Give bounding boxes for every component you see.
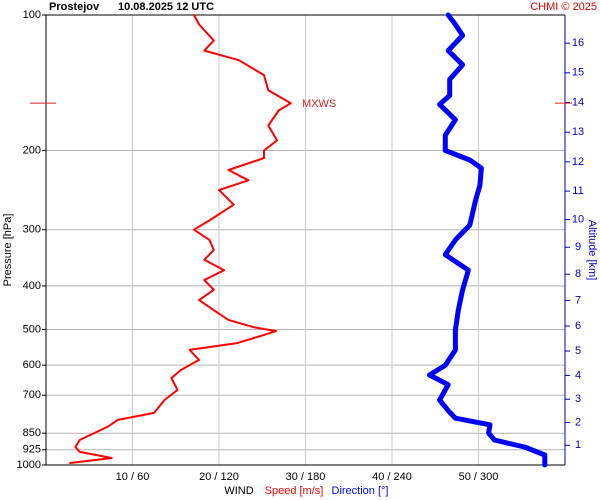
y2-tick-label: 9 [575, 241, 581, 253]
y-tick-label: 400 [23, 280, 41, 292]
y2-tick-label: 3 [575, 393, 581, 405]
y-tick-label: 600 [23, 359, 41, 371]
x-tick-label: 10 / 60 [116, 471, 150, 483]
legend-entry: Direction [°] [332, 485, 389, 497]
y-tick-label: 300 [23, 224, 41, 236]
y2-tick-label: 12 [572, 156, 584, 168]
annotation-label: MXWS [302, 98, 336, 110]
y2-tick-label: 2 [575, 416, 581, 428]
y2-tick-label: 11 [572, 185, 583, 197]
y2-tick-label: 13 [572, 126, 584, 138]
y-tick-label: 200 [23, 144, 41, 156]
y-tick-label: 100 [23, 9, 41, 21]
series-line [69, 14, 292, 464]
y-tick-label: 850 [23, 427, 41, 439]
y2-tick-label: 14 [572, 96, 584, 108]
legend-entry: Speed [m/s] [265, 485, 324, 497]
y-tick-label: 500 [23, 323, 41, 335]
y-tick-label: 700 [23, 389, 41, 401]
x-axis-label: WIND [224, 485, 253, 497]
y2-axis-label: Altitude [km] [586, 220, 598, 281]
x-tick-label: 30 / 180 [286, 471, 326, 483]
y-tick-label: 1000 [17, 459, 41, 471]
y2-tick-label: 6 [575, 320, 581, 332]
y2-tick-label: 16 [572, 37, 584, 49]
y-tick-label: 925 [23, 444, 41, 456]
chart-title: Prostejov [49, 1, 100, 13]
x-tick-label: 50 / 300 [459, 471, 499, 483]
credit: CHMI © 2025 [530, 1, 597, 13]
y2-tick-label: 15 [572, 67, 584, 79]
x-tick-label: 20 / 120 [199, 471, 239, 483]
y2-tick-label: 10 [572, 213, 584, 225]
series-line [427, 12, 548, 468]
y2-tick-label: 1 [575, 439, 581, 451]
y2-tick-label: 7 [575, 294, 581, 306]
y-axis-label: Pressure [hPa] [2, 214, 14, 287]
x-tick-label: 40 / 240 [372, 471, 412, 483]
y2-tick-label: 4 [575, 369, 581, 381]
y2-tick-label: 8 [575, 268, 581, 280]
y2-tick-label: 5 [575, 345, 581, 357]
chart-subtitle: 10.08.2025 12 UTC [118, 1, 214, 13]
